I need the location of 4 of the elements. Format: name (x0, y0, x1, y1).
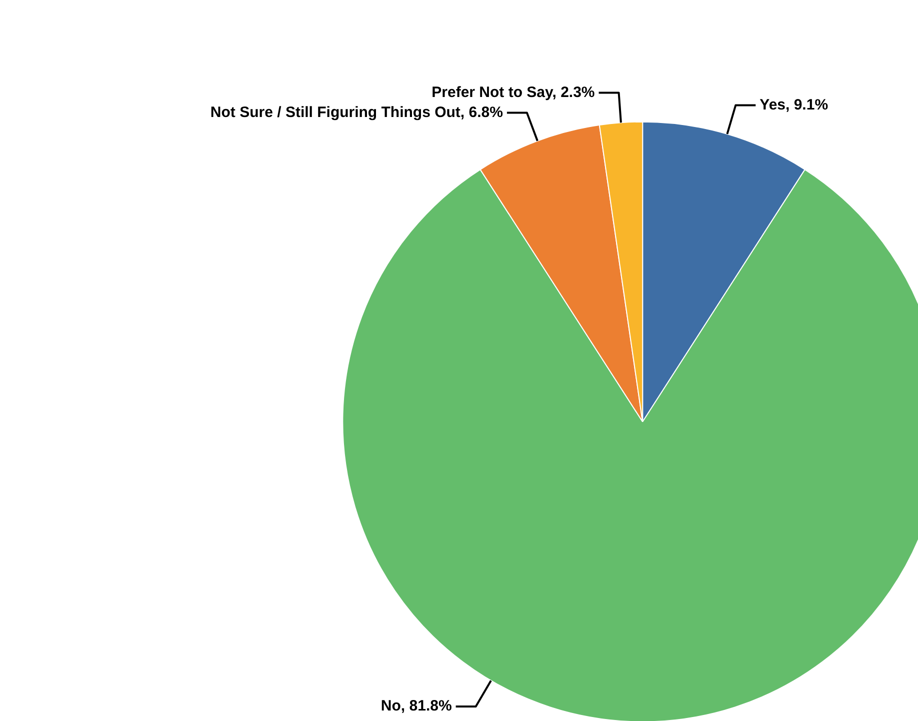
slice-label: Prefer Not to Say, 2.3% (432, 84, 595, 101)
slice-label: Not Sure / Still Figuring Things Out, 6.8% (210, 104, 503, 121)
slice-label: Yes, 9.1% (760, 96, 828, 114)
slice-label: No, 81.8% (380, 698, 452, 715)
